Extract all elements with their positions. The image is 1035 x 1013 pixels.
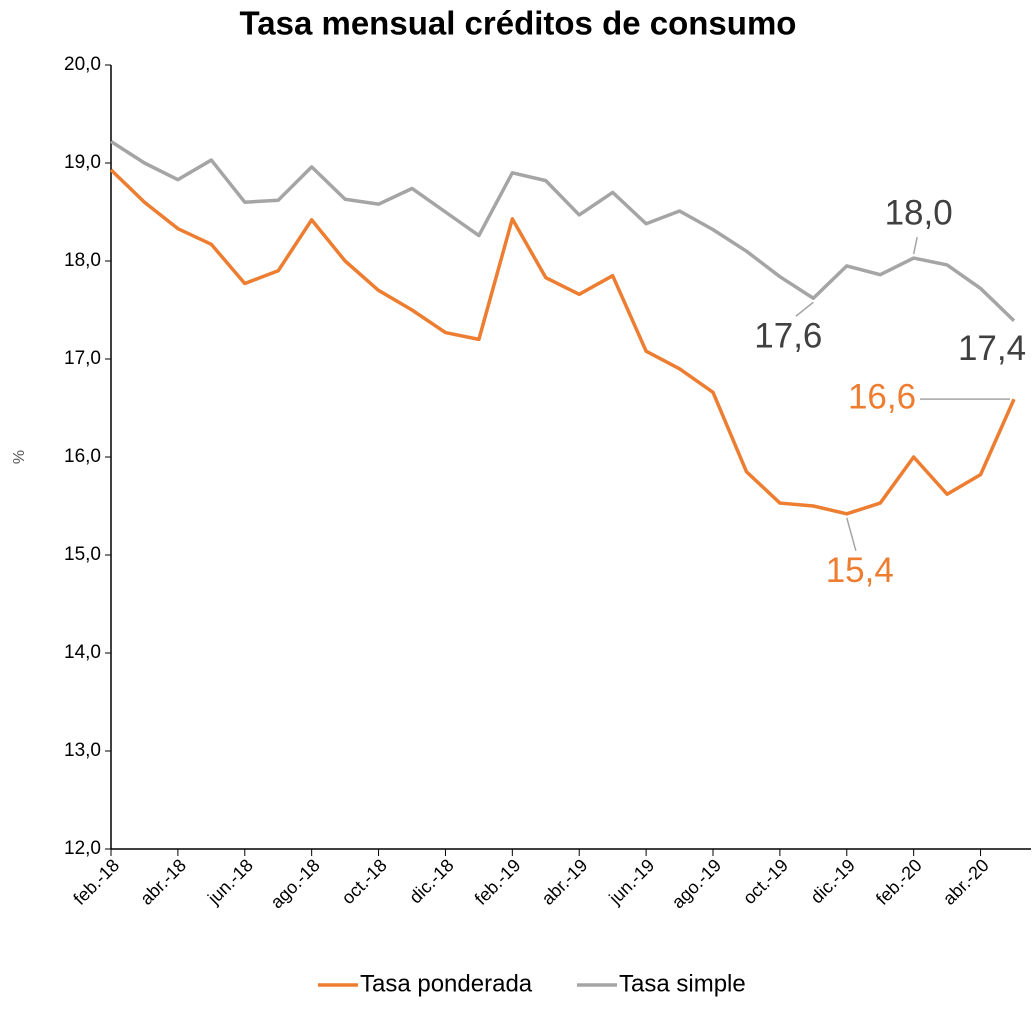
leader-line [912, 236, 918, 255]
x-tick-label: dic.-19 [807, 855, 859, 907]
legend-label: Tasa simple [619, 970, 746, 997]
x-tick-label: abr.-19 [538, 855, 592, 909]
x-tick-label: abr.-18 [136, 855, 190, 909]
x-tick-label: feb.-19 [471, 855, 525, 909]
data-label: 17,6 [754, 316, 822, 355]
series-line [109, 168, 1016, 516]
y-tick-label: 12,0 [64, 838, 101, 859]
y-tick-label: 16,0 [64, 446, 101, 467]
x-tick-label: ago.-19 [668, 855, 725, 912]
x-tick-label: oct.-19 [739, 855, 792, 908]
x-tick-label: ago.-18 [267, 855, 324, 912]
x-tick-label: oct.-18 [338, 855, 391, 908]
chart-title: Tasa mensual créditos de consumo [240, 5, 797, 42]
leader-line [795, 301, 814, 317]
data-label: 18,0 [885, 193, 953, 232]
y-axis-label: % [11, 450, 28, 464]
x-tick-label: jun.-19 [605, 855, 659, 909]
x-tick-label: jun.-18 [203, 855, 257, 909]
y-tick-label: 15,0 [64, 544, 101, 565]
x-tick-label: dic.-18 [405, 855, 457, 907]
y-tick-label: 18,0 [64, 250, 101, 271]
series-line [110, 139, 1016, 323]
data-label: 16,6 [848, 377, 916, 416]
x-tick-label: feb.-20 [872, 855, 926, 909]
x-tick-label: feb.-18 [69, 855, 123, 909]
data-label: 15,4 [826, 551, 894, 590]
legend-label: Tasa ponderada [360, 970, 533, 997]
y-tick-label: 20,0 [64, 54, 101, 75]
x-tick-label: abr.-20 [939, 855, 993, 909]
y-tick-label: 13,0 [64, 740, 101, 761]
y-tick-label: 19,0 [64, 152, 101, 173]
leader-line [846, 517, 857, 552]
y-tick-label: 17,0 [64, 348, 101, 369]
data-label: 17,4 [958, 329, 1026, 368]
y-tick-label: 14,0 [64, 642, 101, 663]
